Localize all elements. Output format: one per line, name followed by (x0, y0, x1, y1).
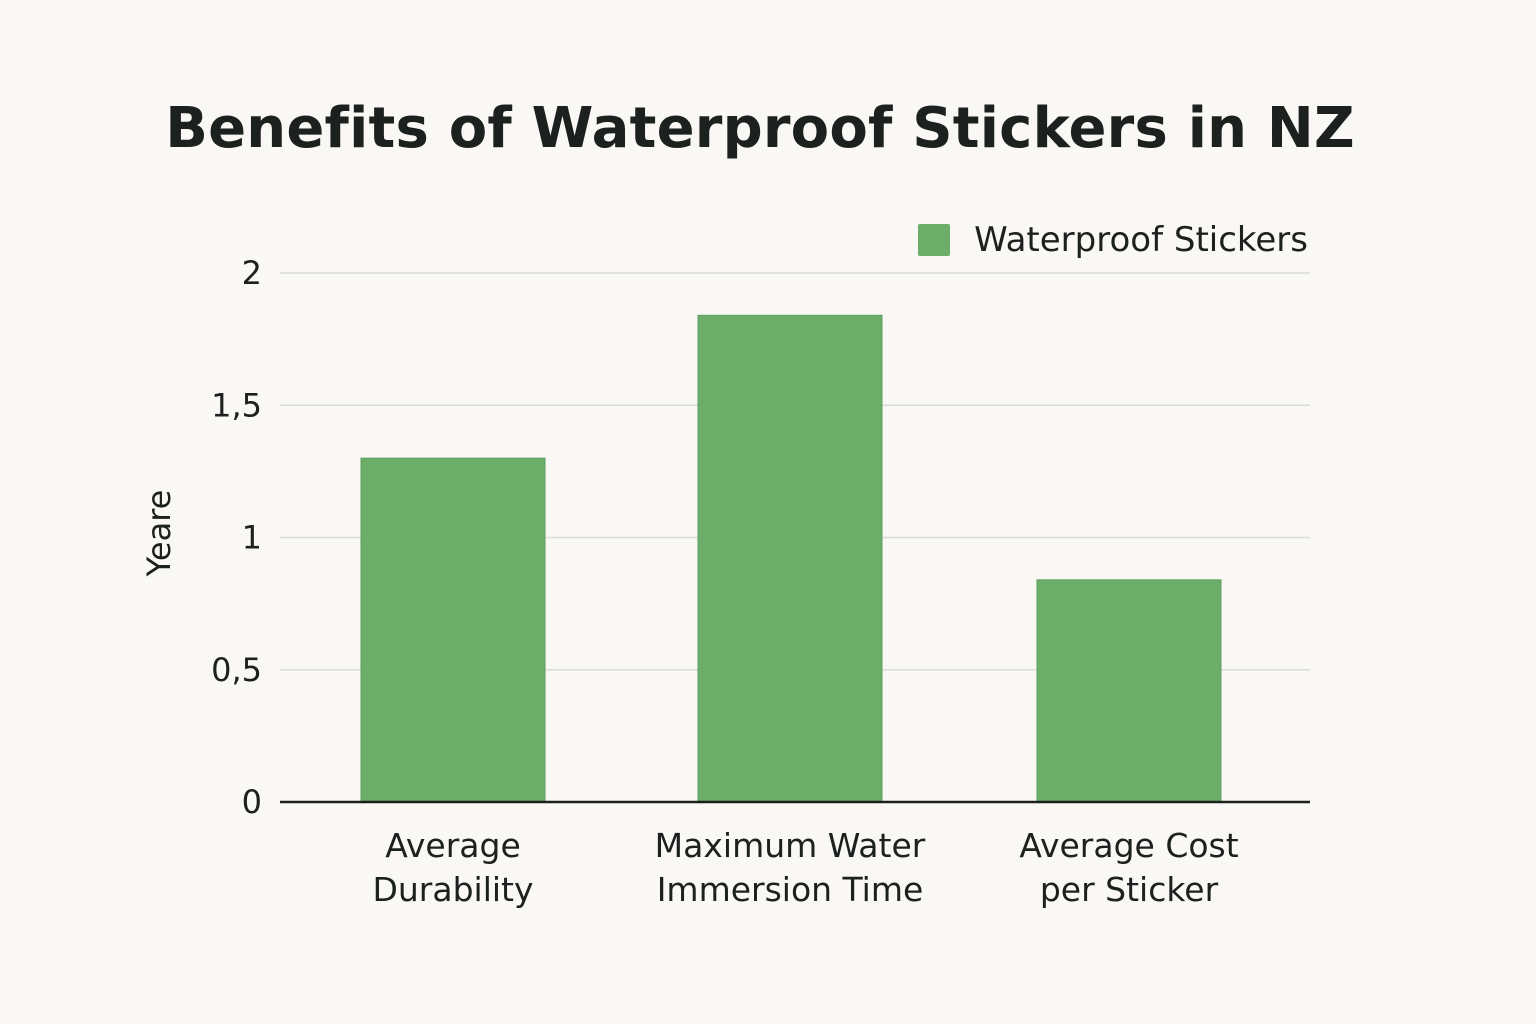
legend-swatch (918, 224, 951, 256)
bar (1036, 579, 1222, 803)
bar (697, 314, 883, 803)
x-tick-label: Maximum Water (655, 826, 926, 865)
y-tick-label: 1 (242, 519, 262, 557)
x-tick-label: Average Cost (1019, 826, 1238, 865)
x-tick-label: Durability (372, 870, 533, 909)
x-tick-label: Immersion Time (657, 870, 924, 909)
bar (360, 457, 546, 803)
axis-labels: 0 0,5 1 1,5 2 Average Durability Maximum Water I… (140, 254, 1239, 909)
x-tick-label: Average (385, 826, 521, 865)
y-tick-label: 1,5 (211, 386, 262, 424)
legend: Waterproof Stickers (918, 220, 1308, 260)
legend-label: Waterproof Stickers (974, 220, 1308, 260)
y-tick-label: 0 (242, 783, 262, 821)
y-tick-label: 0,5 (211, 651, 262, 689)
chart-title: Benefits of Waterproof Stickers in NZ (165, 96, 1355, 161)
y-axis-title: Yeare (140, 490, 178, 578)
bars (360, 314, 1222, 803)
y-tick-label: 2 (242, 254, 262, 292)
x-tick-label: per Sticker (1040, 870, 1219, 909)
